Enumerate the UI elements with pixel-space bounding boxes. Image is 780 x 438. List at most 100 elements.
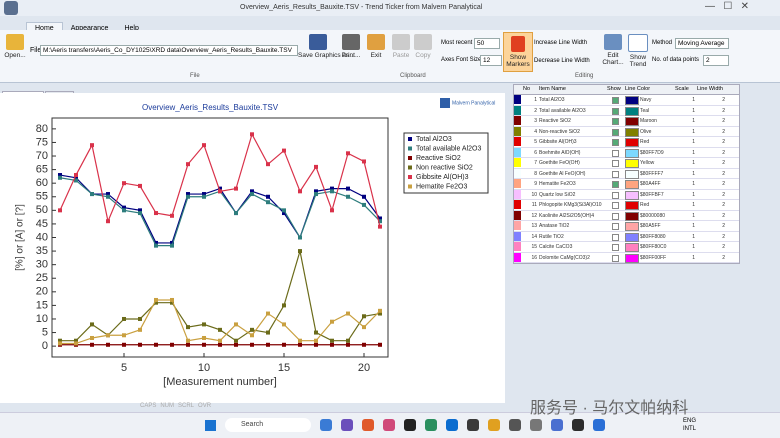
- show-checkbox[interactable]: [612, 181, 619, 188]
- show-checkbox[interactable]: [612, 149, 619, 157]
- show-checkbox[interactable]: [612, 223, 619, 230]
- show-checkbox[interactable]: [612, 191, 619, 199]
- font-size-input[interactable]: 12: [480, 55, 502, 66]
- cell: 1: [692, 107, 695, 114]
- data-marker: [58, 208, 62, 213]
- show-checkbox[interactable]: [612, 254, 619, 262]
- watermark: 服务号 · 马尔文帕纳科: [530, 400, 689, 417]
- show-checkbox[interactable]: [612, 244, 619, 251]
- show-checkbox[interactable]: [612, 202, 619, 209]
- table-row[interactable]: 8 Goethite Al FeO(OH) $80FFFF7 1 2: [514, 168, 739, 179]
- table-row[interactable]: 6 Boehmite AlO(OH) $80FF7D9 1 2: [514, 147, 739, 158]
- increase-width[interactable]: Increase Line Width: [534, 40, 588, 46]
- y-tick-label: 25: [36, 272, 48, 284]
- table-row[interactable]: 1 Total Al2O3 Navy 1 2: [514, 95, 739, 106]
- table-row[interactable]: 4 Non-reactive SiO2 Olive 1 2: [514, 126, 739, 137]
- show-checkbox[interactable]: [612, 212, 619, 220]
- taskbar-icon[interactable]: [425, 419, 437, 431]
- search-box[interactable]: Search: [225, 418, 311, 432]
- print-button[interactable]: Print...: [340, 34, 362, 59]
- window-controls[interactable]: — ☐ ✕: [705, 1, 750, 12]
- show-checkbox[interactable]: [612, 160, 619, 167]
- paste-button[interactable]: Paste: [392, 34, 410, 59]
- save-button[interactable]: Save Graphics as...: [298, 34, 355, 59]
- table-row[interactable]: 3 Reactive SiO2 Maroon 1 2: [514, 116, 739, 127]
- table-row[interactable]: 7 Goethite FeO(OH) Yellow 1 2: [514, 158, 739, 169]
- cell: 1: [692, 149, 695, 156]
- table-row[interactable]: 10 Quartz low SiO2 $80FFBF7 1 2: [514, 189, 739, 200]
- ribbon-tab[interactable]: Help: [124, 25, 139, 32]
- cell: 13: [531, 223, 537, 229]
- table-row[interactable]: 2 Total available Al2O3 Teal 1 2: [514, 105, 739, 116]
- data-marker: [282, 322, 286, 327]
- taskbar-icon[interactable]: [362, 419, 374, 431]
- legend-label[interactable]: Total available Al2O3: [416, 145, 481, 152]
- ribbon: Open... File M:\Aeris transfers\Aeris_Co…: [0, 30, 780, 83]
- y-tick-label: 45: [36, 218, 48, 230]
- row-color: [514, 126, 521, 136]
- table-row[interactable]: 16 Dolomite CaMg(CO3)2 $80FF00FF 1 2: [514, 252, 739, 263]
- legend-label[interactable]: Non reactive SiO2: [416, 164, 473, 171]
- data-marker: [346, 186, 350, 191]
- x-axis-label: [Measurement number]: [163, 376, 277, 388]
- taskbar-icon[interactable]: [572, 419, 584, 431]
- copy-button[interactable]: Copy: [414, 34, 432, 59]
- taskbar-icon[interactable]: [467, 419, 479, 431]
- edit-chart-button[interactable]: Edit Chart...: [602, 34, 624, 66]
- data-marker: [218, 338, 222, 343]
- y-tick-label: 80: [36, 123, 48, 135]
- cell: 2: [722, 212, 725, 219]
- show-checkbox[interactable]: [612, 128, 619, 136]
- show-checkbox[interactable]: [612, 139, 619, 146]
- start-button[interactable]: [205, 420, 216, 431]
- data-marker: [266, 162, 270, 167]
- taskbar-icon[interactable]: [320, 419, 332, 431]
- table-row[interactable]: 14 Rutile TiO2 $80FF8080 1 2: [514, 231, 739, 242]
- taskbar-icon[interactable]: [488, 419, 500, 431]
- legend-label[interactable]: Total Al2O3: [416, 136, 452, 143]
- show-checkbox[interactable]: [612, 170, 619, 178]
- group-label: File: [190, 73, 200, 79]
- print-label: Print...: [341, 52, 361, 59]
- table-row[interactable]: 11 Phlogopite KMg3(Si3Al)O10 Red 1 2: [514, 200, 739, 211]
- table-row[interactable]: 13 Anatase TiO2 $80A5FF 1 2: [514, 221, 739, 232]
- cell: 8: [534, 170, 537, 177]
- taskbar-icon[interactable]: [530, 419, 542, 431]
- show-checkbox[interactable]: [612, 233, 619, 241]
- row-color: [514, 231, 521, 241]
- taskbar-icon[interactable]: [404, 419, 416, 431]
- show-checkbox[interactable]: [612, 107, 619, 115]
- exit-button[interactable]: Exit: [367, 34, 385, 59]
- cell: 2: [722, 202, 725, 208]
- copy-label: Copy: [415, 52, 431, 59]
- table-row[interactable]: 5 Gibbsite Al(OH)3 Red 1 2: [514, 137, 739, 148]
- taskbar-icons: [320, 418, 614, 436]
- taskbar-icon[interactable]: [593, 419, 605, 431]
- most-recent-input[interactable]: 50: [474, 38, 500, 49]
- ribbon-tab[interactable]: Appearance: [70, 25, 109, 32]
- data-marker: [122, 205, 126, 210]
- show-checkbox[interactable]: [612, 97, 619, 104]
- taskbar-icon[interactable]: [341, 419, 353, 431]
- taskbar-icon[interactable]: [446, 419, 458, 431]
- method-select[interactable]: Moving Average: [675, 38, 729, 49]
- show-markers-button[interactable]: Show Markers: [503, 32, 533, 72]
- table-row[interactable]: 15 Calcite CaCO3 $80FF80C0 1 2: [514, 242, 739, 253]
- legend-label[interactable]: Hematite Fe2O3: [416, 183, 467, 190]
- data-marker: [106, 192, 110, 197]
- open-button[interactable]: Open...: [4, 34, 26, 59]
- show-checkbox[interactable]: [612, 118, 619, 125]
- show-trend-button[interactable]: Show Trend: [627, 34, 649, 68]
- taskbar-icon[interactable]: [383, 419, 395, 431]
- decrease-width[interactable]: Decrease Line Width: [534, 58, 590, 64]
- points-input[interactable]: 2: [703, 55, 729, 66]
- taskbar-icon[interactable]: [509, 419, 521, 431]
- legend-label[interactable]: Gibbsite Al(OH)3: [416, 174, 469, 181]
- file-path[interactable]: M:\Aeris transfers\Aeris_Co_DY1025\XRD d…: [40, 45, 298, 56]
- legend-label[interactable]: Reactive SiO2: [416, 155, 461, 162]
- row-color: [514, 168, 521, 178]
- table-row[interactable]: 12 Kaolinite Al2Si2O5(OH)4 $80000080 1 2: [514, 210, 739, 221]
- data-marker: [378, 216, 382, 221]
- table-row[interactable]: 9 Hematite Fe2O3 $80A4FF 1 2: [514, 179, 739, 190]
- taskbar-icon[interactable]: [551, 419, 563, 431]
